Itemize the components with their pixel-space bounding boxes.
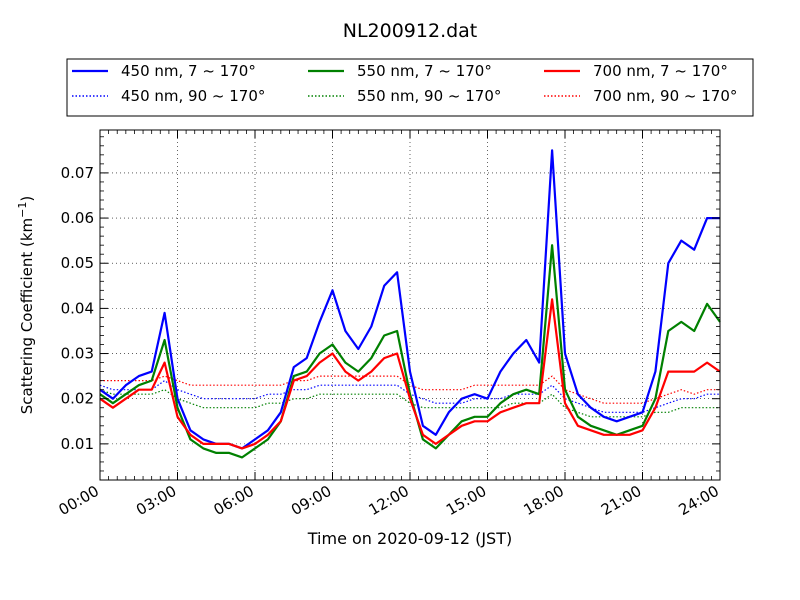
y-tick-label: 0.06 xyxy=(61,209,94,227)
series-line-3 xyxy=(99,389,720,418)
legend-label: 700 nm, 7 ~ 170° xyxy=(593,62,728,80)
y-tick-label: 0.03 xyxy=(61,345,94,363)
y-axis-label-text: Scattering Coefficient (km xyxy=(18,218,36,414)
tick-marks xyxy=(99,130,721,480)
chart-title: NL200912.dat xyxy=(343,20,478,42)
series-line-4 xyxy=(99,298,721,450)
y-axis-label-superscript: −1 xyxy=(16,202,29,218)
y-tick-label: 0.01 xyxy=(61,435,94,453)
series-line-0 xyxy=(99,149,720,450)
legend-label: 450 nm, 90 ~ 170° xyxy=(121,87,265,105)
legend-label: 450 nm, 7 ~ 170° xyxy=(121,62,256,80)
legend-label: 550 nm, 90 ~ 170° xyxy=(357,87,501,105)
y-tick-label: 0.07 xyxy=(61,164,94,182)
y-tick-label: 0.02 xyxy=(61,390,94,408)
y-tick-label: 0.04 xyxy=(61,299,94,317)
y-axis-label-close: ) xyxy=(18,196,36,202)
legend-box xyxy=(66,58,754,117)
legend-label: 550 nm, 7 ~ 170° xyxy=(357,62,492,80)
series-line-5 xyxy=(100,375,720,404)
x-axis-label: Time on 2020-09-12 (JST) xyxy=(307,529,512,548)
legend-label: 700 nm, 90 ~ 170° xyxy=(593,87,737,105)
y-tick-labels: 0.01 0.02 0.03 0.04 0.05 0.06 0.07 xyxy=(61,164,94,453)
grid xyxy=(100,130,720,480)
y-tick-label: 0.05 xyxy=(61,254,94,272)
y-axis-label: Scattering Coefficient (km−1) xyxy=(16,196,36,415)
legend: 450 nm, 7 ~ 170° 450 nm, 90 ~ 170° 550 nm,… xyxy=(72,62,737,105)
plot-area xyxy=(99,149,721,459)
